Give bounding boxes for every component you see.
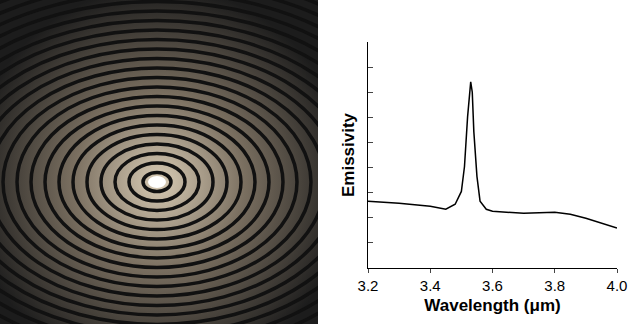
svg-text:3.4: 3.4 — [420, 277, 441, 294]
svg-text:4.0: 4.0 — [607, 277, 628, 294]
svg-text:3.2: 3.2 — [358, 277, 379, 294]
svg-text:Wavelength (μm): Wavelength (μm) — [424, 296, 560, 315]
svg-text:3.8: 3.8 — [544, 277, 565, 294]
svg-text:3.6: 3.6 — [482, 277, 503, 294]
svg-text:Emissivity: Emissivity — [339, 112, 358, 197]
